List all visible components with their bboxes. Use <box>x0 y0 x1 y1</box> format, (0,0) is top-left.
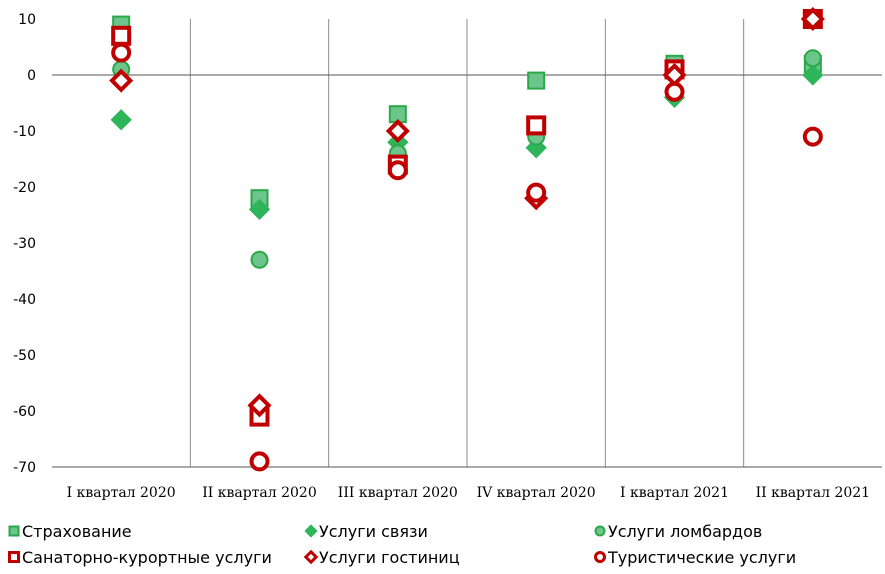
data-point <box>526 115 547 136</box>
y-tick-label: -70 <box>13 460 36 476</box>
legend-marker <box>594 551 606 563</box>
legend-marker <box>304 524 318 538</box>
x-axis-ticks: I квартал 2020 II квартал 2020 III квартал… <box>67 485 870 501</box>
y-tick-label: -40 <box>13 292 36 308</box>
data-point <box>109 68 134 93</box>
legend-marker <box>8 525 20 537</box>
y-tick-label: -20 <box>13 180 36 196</box>
y-tick-label: -10 <box>13 124 36 140</box>
data-point <box>248 198 271 221</box>
data-point <box>802 64 824 86</box>
legend-marker <box>594 525 606 537</box>
category-separators <box>189 19 745 467</box>
data-point <box>250 250 269 269</box>
legend-label: Страхование <box>22 522 132 541</box>
y-tick-label: 0 <box>27 68 36 84</box>
data-point <box>664 81 685 102</box>
y-tick-label: -30 <box>13 236 36 252</box>
legend-marker <box>8 551 20 563</box>
x-tick-label: III квартал 2020 <box>338 485 458 501</box>
x-tick-label: II квартал 2021 <box>756 485 871 501</box>
x-tick-label: I квартал 2020 <box>67 485 176 501</box>
data-point <box>803 49 822 68</box>
data-points <box>109 6 825 472</box>
data-point <box>111 25 132 46</box>
legend-label: Санаторно-курортные услуги <box>22 548 272 567</box>
data-point <box>385 118 410 144</box>
x-tick-label: I квартал 2021 <box>620 485 729 501</box>
data-point <box>111 42 132 63</box>
legend-marker <box>303 549 319 565</box>
legend-label: Услуги ломбардов <box>608 522 762 541</box>
y-tick-label: -50 <box>13 348 36 364</box>
data-point <box>802 126 823 147</box>
data-point <box>249 451 270 472</box>
x-tick-label: II квартал 2020 <box>202 485 317 501</box>
data-point <box>110 109 132 131</box>
data-point <box>526 182 547 203</box>
legend-label: Услуги связи <box>319 522 428 541</box>
y-tick-label: 10 <box>18 12 36 28</box>
data-point <box>527 71 546 90</box>
legend-label: Туристические услуги <box>607 548 796 567</box>
x-tick-label: IV квартал 2020 <box>477 485 596 501</box>
y-axis-ticks: 10 0 -10 -20 -30 -40 -50 -60 -70 <box>13 12 36 476</box>
data-point <box>247 393 272 418</box>
data-point <box>387 160 408 181</box>
legend: Страхование Услуги связи Услуги ломбардов С… <box>8 522 796 567</box>
data-point <box>800 6 825 32</box>
legend-label: Услуги гостиниц <box>319 548 460 567</box>
y-tick-label: -60 <box>13 404 36 420</box>
